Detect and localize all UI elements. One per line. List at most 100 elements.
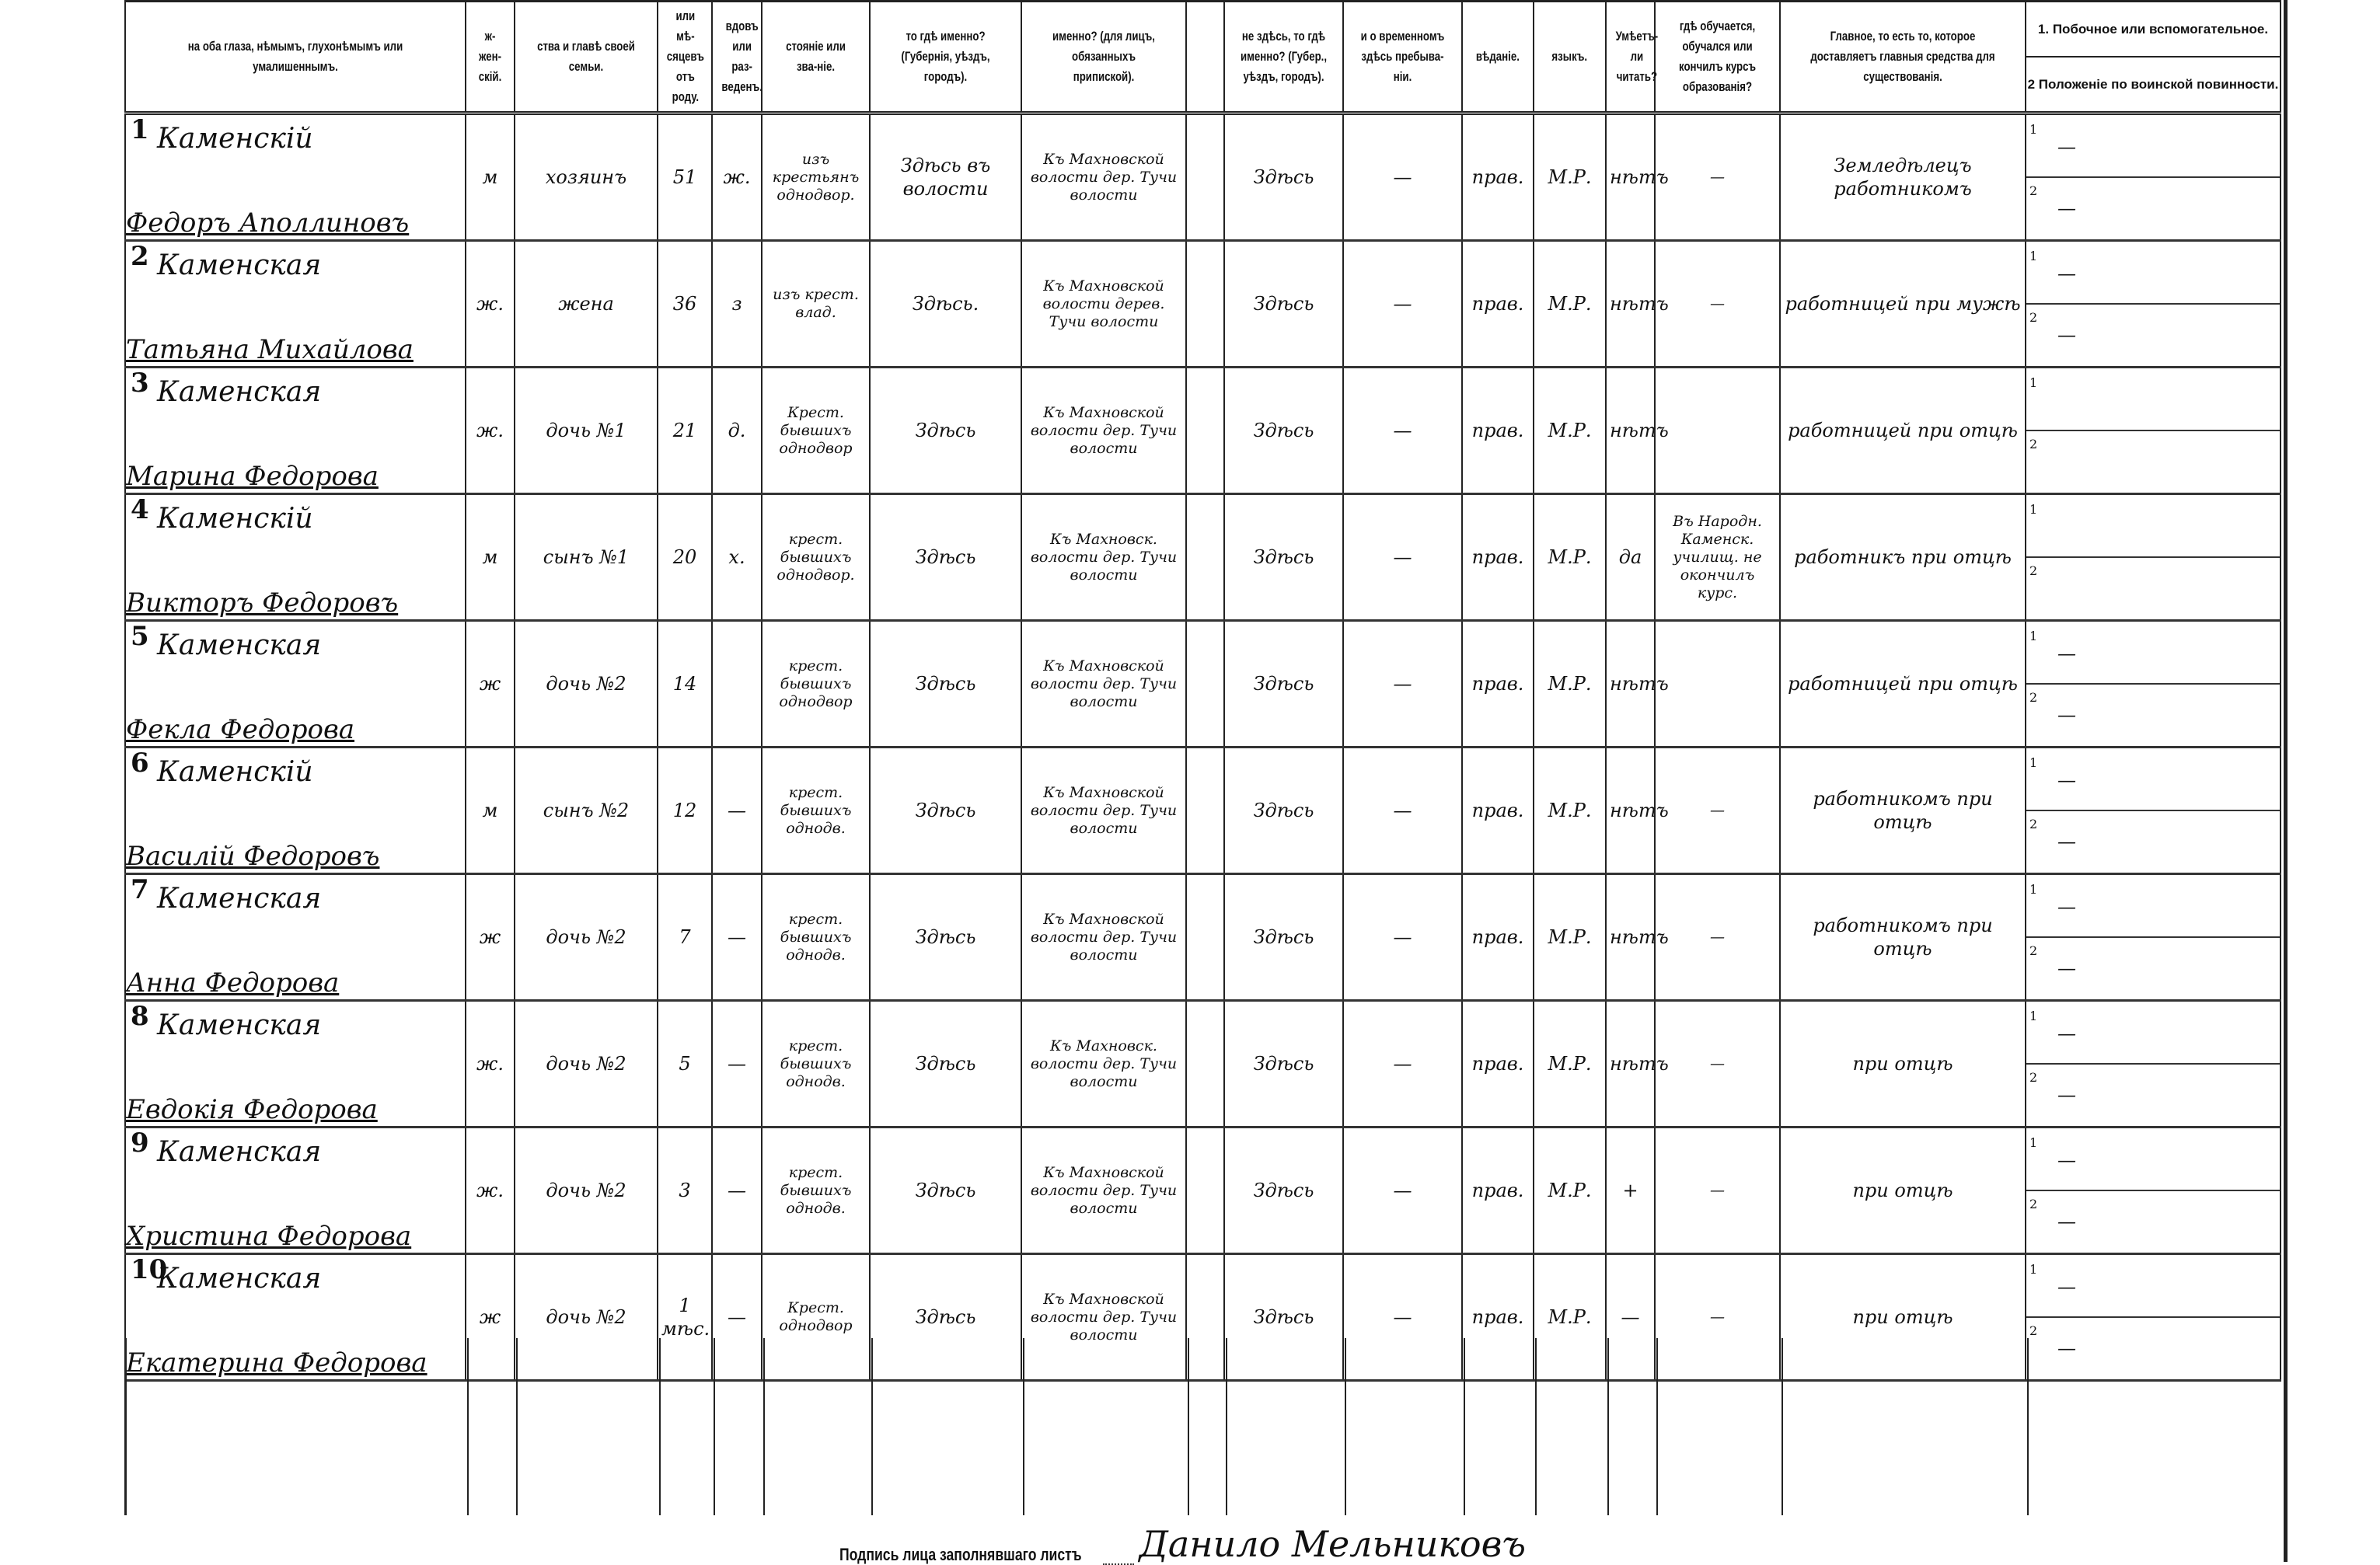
surname: Каменская: [157, 629, 322, 661]
cell-age: 5: [657, 1000, 713, 1128]
column-rule: [1656, 1338, 1658, 1515]
signature-area: Подпись лица заполнявшаго листъ Данило М…: [839, 1523, 1526, 1565]
cell-relation: дочь №2: [514, 1000, 658, 1128]
row-number: 3: [131, 368, 149, 399]
cell-literate: нѣтъ: [1605, 367, 1669, 495]
column-header-text: или мѣ-сяцевъ отъ роду.: [666, 9, 704, 104]
cell-registered: Къ Махновской волости дер. Тучи волости: [1021, 1127, 1187, 1255]
cell-secondary: 1—2—: [2025, 1127, 2281, 1255]
cell-education: [1654, 367, 1781, 495]
cell-estate: изъ крестьянъ однодвор.: [761, 113, 871, 242]
person-row: 4 Каменскій Викторъ Федоровъ м сынъ №1 20 х. кр…: [124, 493, 2281, 622]
cell-sex: м: [465, 747, 515, 875]
cell-relation: дочь №2: [514, 873, 658, 1002]
cell-estate: крест. бывшихъ однодв.: [761, 1127, 871, 1255]
cell-literate: да: [1605, 493, 1656, 622]
cell-sex: ж: [465, 1253, 515, 1382]
column-header-literate: Умѣетъ-ли читать?: [1605, 0, 1658, 115]
cell-language: М.Р.: [1533, 1127, 1607, 1255]
person-row: 10 Каменская Екатерина Федорова ж дочь №2 1 м…: [124, 1253, 2281, 1382]
column-rule: [659, 1338, 661, 1515]
cell-education: —: [1654, 747, 1781, 875]
cell-birthplace: Здѣсь.: [869, 240, 1022, 368]
cell-estate: крест. бывшихъ однодв.: [761, 873, 871, 1002]
column-header-text: именно? (для лицъ, обязанныхъ припиской)…: [1052, 29, 1155, 84]
column-header-text: то гдѣ именно? (Губернія, уѣздъ, городъ)…: [901, 29, 990, 84]
column-header-estate: стояніе или зва-ніе.: [761, 0, 871, 115]
cell-registered: Къ Махновской волости дер. Тучи волости: [1021, 873, 1187, 1002]
cell-occupation: работницей при отцѣ: [1779, 367, 2026, 495]
cell-estate: Крест. бывшихъ однодвор: [761, 367, 871, 495]
column-header-text: языкъ.: [1551, 49, 1588, 64]
column-rule: [467, 1338, 469, 1515]
cell-occupation: Земледѣлецъ работникомъ: [1779, 113, 2026, 242]
cell-religion: прав.: [1461, 747, 1534, 875]
cell-religion: прав.: [1461, 1253, 1534, 1382]
cell-blank: [1185, 1127, 1225, 1255]
cell-language: М.Р.: [1533, 367, 1607, 495]
given-name: Анна Федорова: [126, 967, 340, 999]
surname: Каменскій: [157, 756, 313, 788]
cell-marital: д.: [711, 367, 763, 495]
column-rule: [1188, 1338, 1189, 1515]
cell-language: М.Р.: [1533, 620, 1607, 748]
header-row: на оба глаза, нѣмымъ, глухонѣмымъ или ум…: [124, 0, 2281, 115]
column-header-temporary: и о временномъ здѣсь пребыва-ніи.: [1342, 0, 1463, 115]
cell-birthplace: Здѣсь: [869, 873, 1022, 1002]
cell-blank: [1185, 873, 1225, 1002]
cell-blank: [1185, 1253, 1225, 1382]
cell-relation: сынъ №2: [514, 747, 658, 875]
surname: Каменская: [157, 1136, 322, 1168]
cell-literate: нѣтъ: [1605, 240, 1669, 368]
cell-sex: м: [465, 113, 515, 242]
secondary-occupation: —: [2057, 262, 2076, 284]
column-header-text: не здѣсь, то гдѣ именно? (Губер., уѣздъ,…: [1240, 29, 1328, 84]
cell-blank: [1185, 747, 1225, 875]
cell-age: 1 мѣс.: [657, 1253, 713, 1382]
cell-occupation: при отцѣ: [1779, 1127, 2026, 1255]
cell-age: 51: [657, 113, 713, 242]
row-number: 6: [131, 748, 149, 779]
cell-relation: дочь №2: [514, 1253, 658, 1382]
cell-relation: жена: [514, 240, 658, 368]
cell-registered: Къ Махновской волости дерев. Тучи волост…: [1021, 240, 1187, 368]
cell-relation: хозяинъ: [514, 113, 658, 242]
cell-temporary: —: [1342, 747, 1463, 875]
cell-age: 21: [657, 367, 713, 495]
cell-blank: [1185, 493, 1225, 622]
column-header-language: языкъ.: [1533, 0, 1607, 115]
cell-relation: дочь №2: [514, 1127, 658, 1255]
column-header-occupation: Главное, то есть то, которое доставляетъ…: [1779, 0, 2026, 115]
column-header-name: на оба глаза, нѣмымъ, глухонѣмымъ или ум…: [124, 0, 466, 115]
given-name: Федоръ Аполлиновъ: [126, 207, 410, 239]
cell-name: 8 Каменская Евдокія Федорова: [124, 1000, 466, 1128]
row-number: 5: [131, 621, 149, 652]
cell-language: М.Р.: [1533, 240, 1607, 368]
given-name: Татьяна Михайлова: [126, 334, 414, 365]
military-status: —: [2057, 197, 2076, 219]
cell-registered: Къ Махновск. волости дер. Тучи волости: [1021, 1000, 1187, 1128]
column-header-residence: не здѣсь, то гдѣ именно? (Губер., уѣздъ,…: [1223, 0, 1344, 115]
cell-residence: Здѣсь: [1223, 1000, 1344, 1128]
column-rule: [871, 1338, 873, 1515]
column-rule: [763, 1338, 765, 1515]
column-rule: [1023, 1338, 1024, 1515]
column-header-text: вдовъ или раз-веденъ.: [721, 19, 763, 94]
cell-secondary: 1—2—: [2025, 620, 2281, 748]
cell-residence: Здѣсь: [1223, 1127, 1344, 1255]
cell-education: Въ Народн. Каменск. училищ. не окончилъ …: [1654, 493, 1781, 622]
cell-name: 2 Каменская Татьяна Михайлова: [124, 240, 466, 368]
cell-religion: прав.: [1461, 367, 1534, 495]
census-table: на оба глаза, нѣмымъ, глухонѣмымъ или ум…: [124, 0, 2281, 1382]
cell-literate: нѣтъ: [1605, 747, 1669, 875]
column-rule: [516, 1338, 518, 1515]
column-header-secondary: 1. Побочное или вспомогательное. 2 Положе…: [2025, 0, 2281, 115]
cell-secondary: 1—2—: [2025, 113, 2281, 242]
cell-religion: прав.: [1461, 493, 1534, 622]
cell-estate: изъ крест. влад.: [761, 240, 871, 368]
cell-registered: Къ Махновск. волости дер. Тучи волости: [1021, 493, 1187, 622]
secondary-occupation: —: [2057, 1148, 2076, 1171]
cell-literate: нѣтъ: [1605, 113, 1669, 242]
column-rule: [1607, 1338, 1609, 1515]
column-rule: [2027, 1338, 2029, 1515]
